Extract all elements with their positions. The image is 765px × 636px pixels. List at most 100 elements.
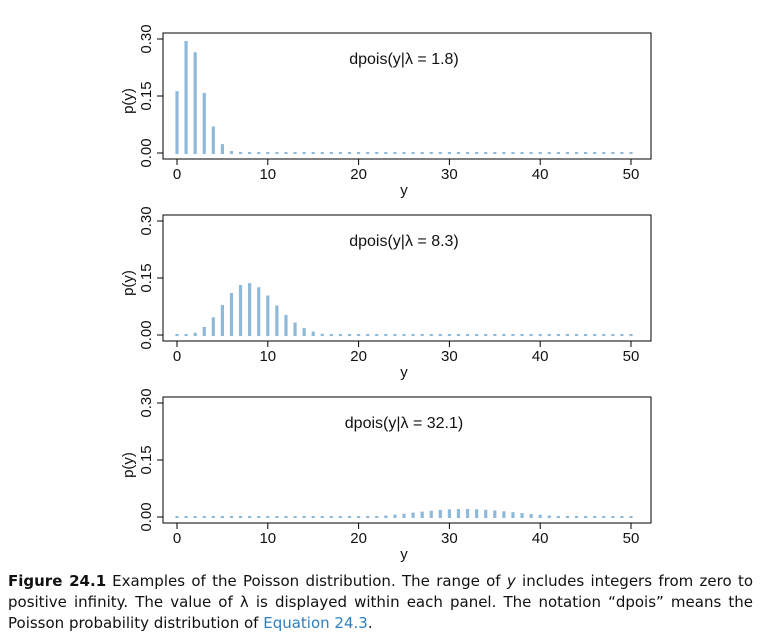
bar-y-35 bbox=[493, 510, 497, 518]
x-tick-label: 10 bbox=[259, 166, 276, 183]
panel-2: 0 10 20 30 40 50 0.00 0.15 0.30 y p(y) dpois(y|λ = … bbox=[120, 206, 652, 381]
bar-y-26 bbox=[411, 512, 415, 518]
bar-y-25 bbox=[402, 334, 406, 336]
bar-y-30 bbox=[447, 334, 451, 336]
x-tick-label: 20 bbox=[350, 348, 367, 365]
bar-y-21 bbox=[366, 516, 370, 518]
poisson-panels: 0 10 20 30 40 50 0.00 0.15 0.30 y p(y) dpois(y|λ = … bbox=[120, 24, 652, 563]
caption-text-1: Examples of the Poisson distribution. Th… bbox=[112, 572, 507, 590]
x-tick-label: 30 bbox=[441, 166, 458, 183]
bar-y-49 bbox=[620, 334, 624, 336]
bar-y-33 bbox=[475, 509, 479, 518]
bar-y-44 bbox=[574, 334, 579, 336]
bar-y-17 bbox=[329, 152, 333, 154]
bar-y-7 bbox=[238, 152, 243, 154]
bar-y-19 bbox=[347, 334, 352, 336]
caption-var-y: y bbox=[506, 572, 516, 590]
bar-y-36 bbox=[502, 152, 506, 154]
bar-y-2 bbox=[193, 516, 197, 518]
bar-y-15 bbox=[311, 516, 315, 518]
x-axis-label: y bbox=[400, 182, 408, 199]
bar-y-26 bbox=[411, 334, 415, 336]
bar-y-23 bbox=[384, 334, 388, 336]
bar-y-0 bbox=[175, 516, 179, 518]
bar-y-7 bbox=[238, 516, 243, 518]
bar-y-34 bbox=[484, 152, 488, 154]
bar-y-14 bbox=[302, 152, 306, 154]
bar-y-33 bbox=[475, 334, 479, 336]
bar-y-20 bbox=[357, 152, 361, 154]
x-tick-label: 20 bbox=[350, 166, 367, 183]
bar-y-4 bbox=[211, 126, 215, 154]
bar-y-40 bbox=[538, 514, 542, 518]
bar-y-3 bbox=[202, 326, 206, 336]
bar-y-6 bbox=[229, 516, 234, 518]
x-tick-label: 20 bbox=[350, 530, 367, 547]
bar-y-8 bbox=[248, 516, 252, 518]
caption-text-end: . bbox=[367, 614, 373, 632]
bar-y-18 bbox=[338, 516, 343, 518]
bar-y-14 bbox=[302, 328, 306, 336]
bar-y-7 bbox=[238, 285, 243, 336]
bar-y-43 bbox=[565, 516, 570, 518]
x-tick-label: 50 bbox=[623, 530, 640, 547]
bar-y-16 bbox=[320, 516, 324, 518]
bar-y-47 bbox=[602, 152, 606, 154]
x-tick-label: 10 bbox=[259, 348, 276, 365]
bar-y-13 bbox=[293, 152, 297, 154]
bar-y-20 bbox=[357, 516, 361, 518]
bar-y-16 bbox=[320, 333, 324, 336]
panel-title: dpois(y|λ = 8.3) bbox=[349, 233, 459, 250]
x-tick-label: 30 bbox=[441, 348, 458, 365]
bar-y-42 bbox=[556, 334, 560, 336]
bar-y-31 bbox=[456, 152, 461, 154]
bar-y-15 bbox=[311, 152, 315, 154]
bar-y-25 bbox=[402, 152, 406, 154]
bar-y-18 bbox=[338, 152, 343, 154]
bar-y-46 bbox=[593, 516, 597, 518]
bar-y-23 bbox=[384, 515, 388, 518]
bar-y-37 bbox=[511, 334, 515, 336]
panel-title: dpois(y|λ = 1.8) bbox=[349, 51, 459, 68]
y-axis-label: p(y) bbox=[120, 270, 137, 296]
bar-y-40 bbox=[538, 334, 542, 336]
equation-link[interactable]: Equation 24.3 bbox=[263, 614, 368, 632]
bar-y-4 bbox=[211, 516, 215, 518]
x-axis-label: y bbox=[400, 364, 408, 381]
bar-y-21 bbox=[366, 334, 370, 336]
bar-y-26 bbox=[411, 152, 415, 154]
bar-y-39 bbox=[529, 513, 533, 518]
bar-y-0 bbox=[175, 334, 179, 336]
bar-y-12 bbox=[284, 152, 288, 154]
bar-y-48 bbox=[611, 516, 615, 518]
x-tick-label: 0 bbox=[173, 530, 181, 547]
bar-y-15 bbox=[311, 331, 315, 336]
bar-y-30 bbox=[447, 152, 451, 154]
x-tick-label: 10 bbox=[259, 530, 276, 547]
bar-y-28 bbox=[429, 334, 433, 336]
bar-y-10 bbox=[266, 295, 270, 336]
bar-y-22 bbox=[375, 334, 379, 336]
bar-y-27 bbox=[420, 511, 424, 518]
bar-y-5 bbox=[220, 144, 224, 154]
x-tick-label: 50 bbox=[623, 166, 640, 183]
bar-y-31 bbox=[456, 334, 461, 336]
bar-y-50 bbox=[629, 516, 633, 518]
bar-y-29 bbox=[438, 152, 442, 154]
bar-y-24 bbox=[393, 514, 397, 518]
y-axis-label: p(y) bbox=[120, 452, 137, 478]
y-tick-label: 0.30 bbox=[138, 206, 155, 235]
bar-y-4 bbox=[211, 317, 215, 336]
bar-y-24 bbox=[393, 152, 397, 154]
bar-y-41 bbox=[547, 334, 551, 336]
bar-y-6 bbox=[229, 151, 234, 154]
bar-y-41 bbox=[547, 515, 551, 518]
bar-y-17 bbox=[329, 334, 333, 336]
caption-label: Figure 24.1 bbox=[8, 572, 107, 590]
bar-y-29 bbox=[438, 509, 442, 518]
bar-y-1 bbox=[184, 40, 188, 155]
bar-y-1 bbox=[184, 334, 188, 336]
bar-y-28 bbox=[429, 152, 433, 154]
bar-y-14 bbox=[302, 516, 306, 518]
bar-y-2 bbox=[193, 332, 197, 336]
